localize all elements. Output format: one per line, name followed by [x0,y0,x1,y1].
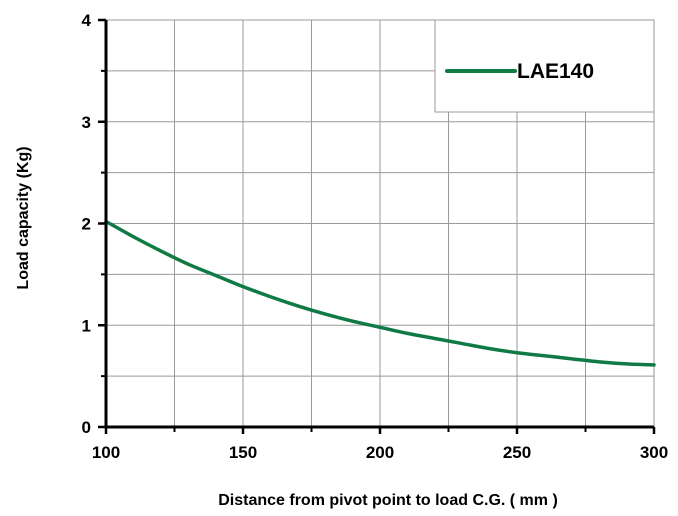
y-tick-label: 4 [82,11,92,30]
y-axis-title: Load capacity (Kg) [15,146,32,289]
x-axis-title: Distance from pivot point to load C.G. (… [218,492,558,509]
y-tick-label: 1 [82,316,91,335]
legend: LAE140 [434,19,655,113]
legend-label: LAE140 [517,60,594,83]
x-tick-label: 300 [640,443,668,462]
y-tick-label: 2 [82,215,91,234]
axes [98,18,656,434]
y-tick-label: 0 [82,418,91,437]
series-layer [104,219,656,367]
x-tick-label: 250 [503,443,531,462]
x-tick-label: 150 [229,443,257,462]
series-line-lae140 [104,219,656,367]
x-tick-label: 100 [92,443,120,462]
legend-box [434,19,655,113]
y-tick-label: 3 [82,113,91,132]
tick-labels: 0 1 2 3 4 100 150 200 250 300 [82,11,669,462]
x-tick-label: 200 [366,443,394,462]
